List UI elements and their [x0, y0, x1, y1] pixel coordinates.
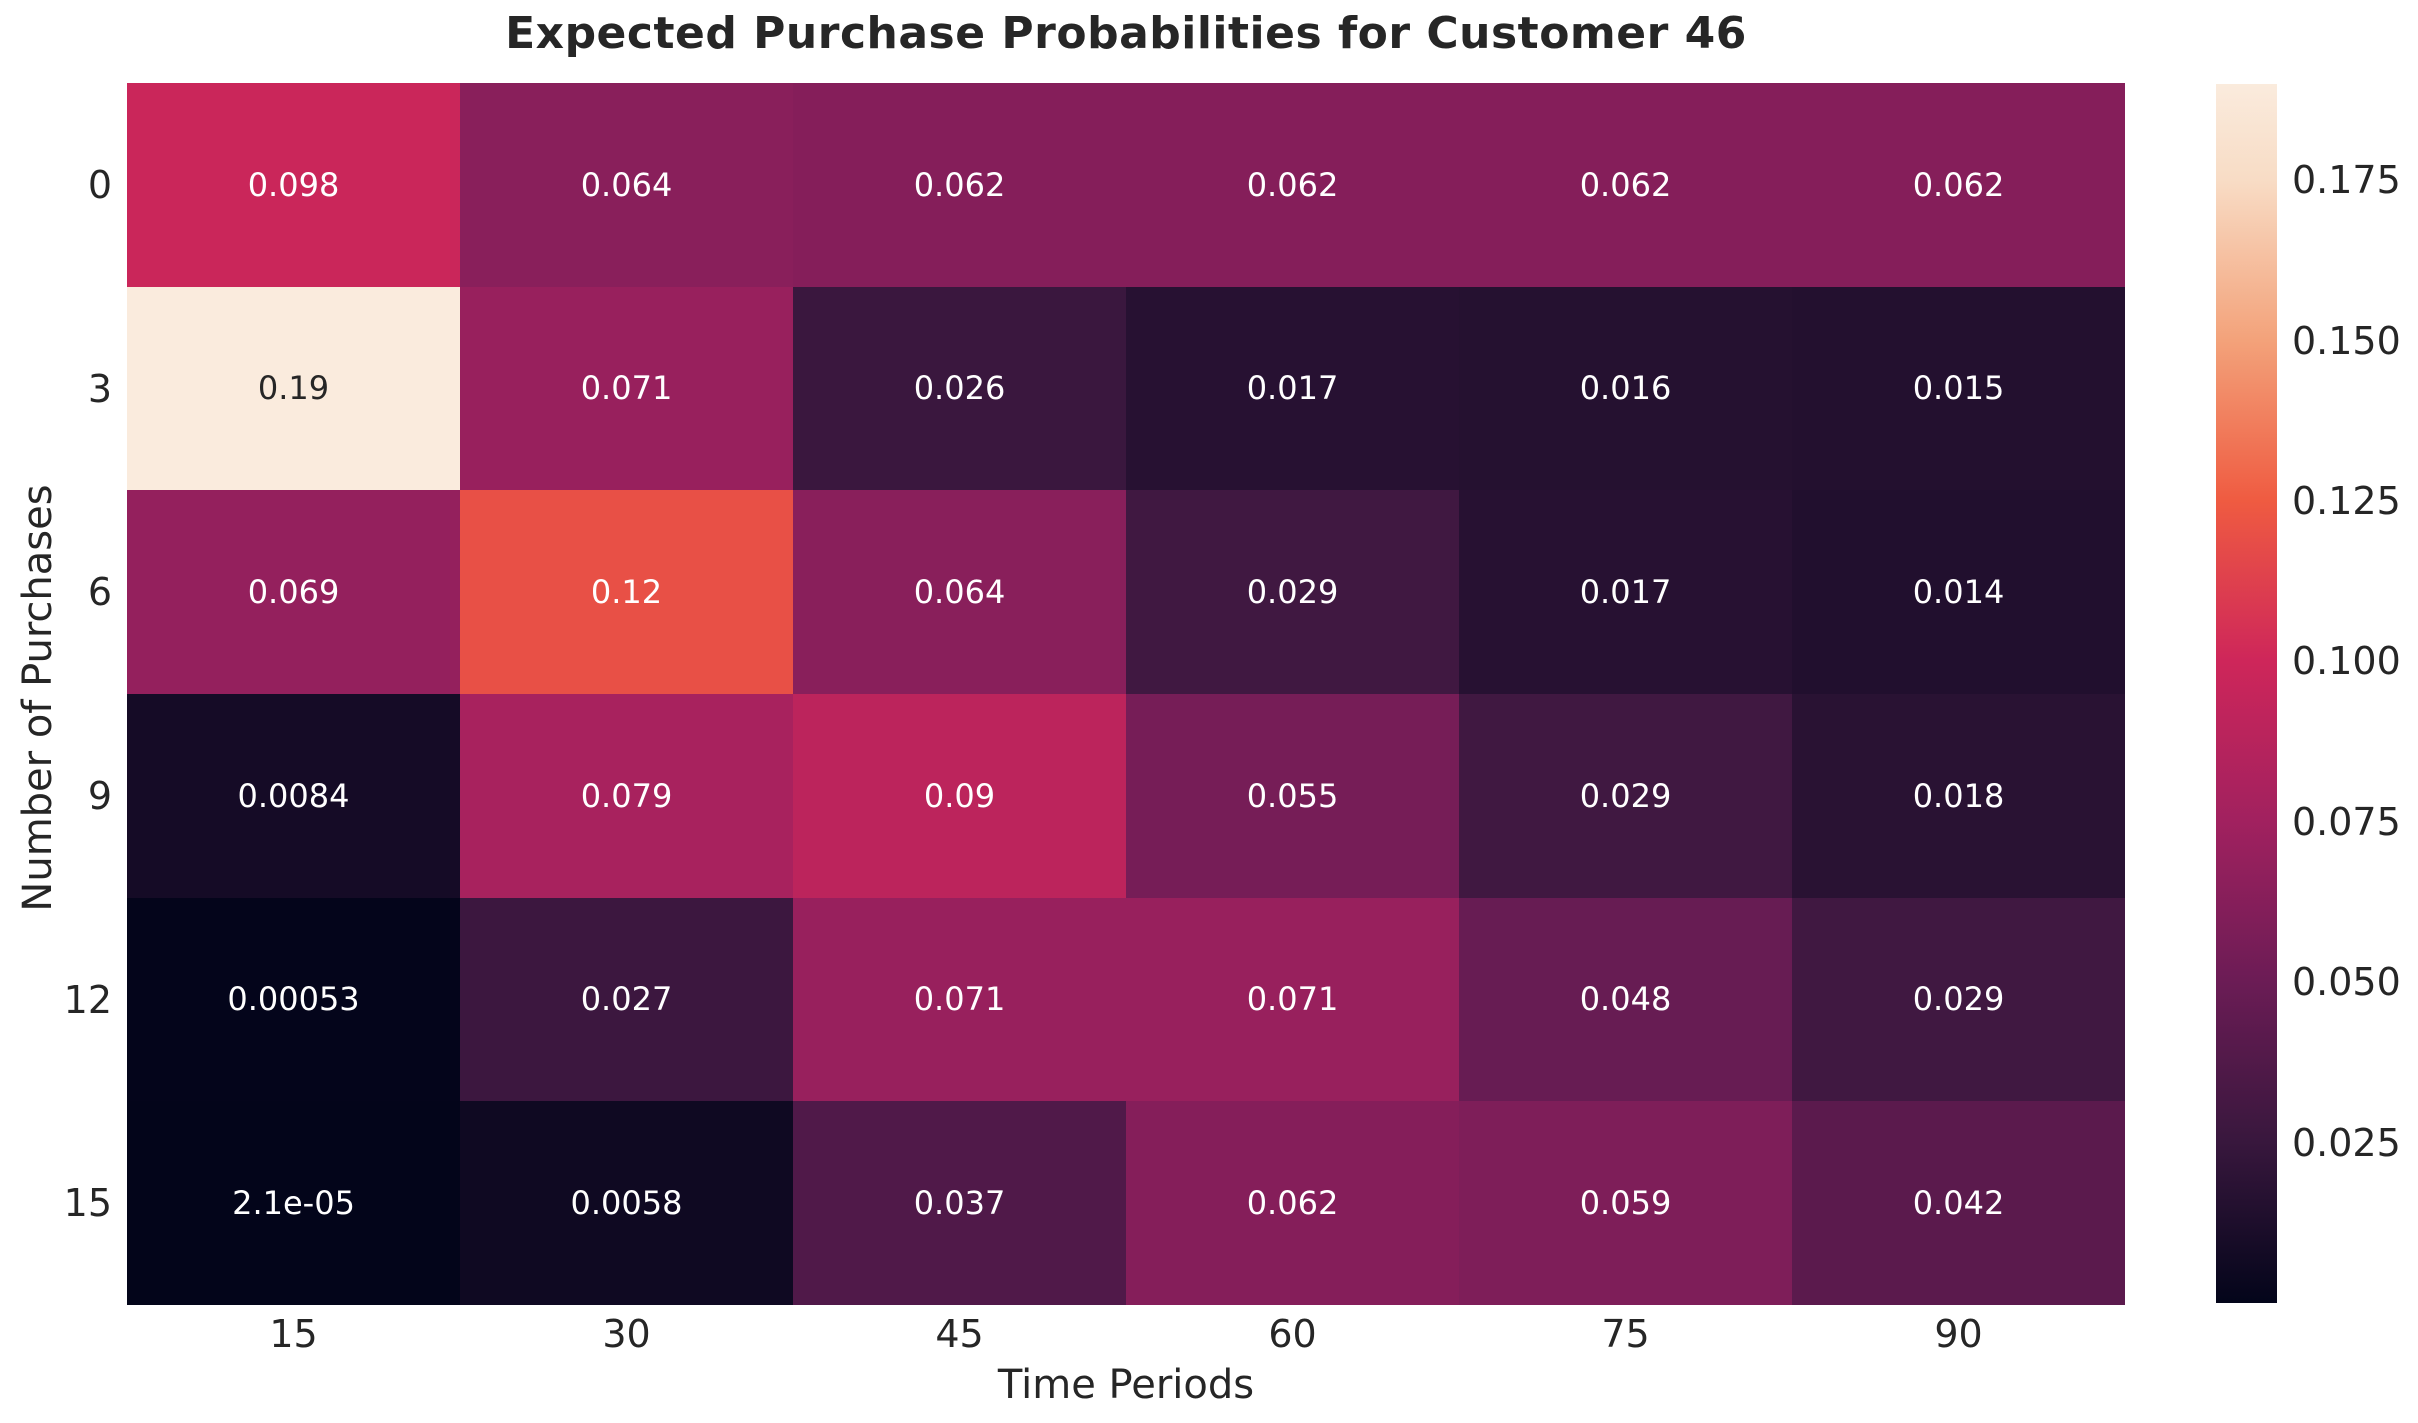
heatmap-grid: 0.098 0.064 0.062 0.062 0.062 0.062 0.19 0.071 0…: [127, 83, 2125, 1305]
heatmap-cell: 0.00053: [127, 897, 460, 1102]
y-tick-label: 15: [63, 1181, 112, 1226]
cell-value-label: 0.048: [1579, 980, 1672, 1019]
colorbar-tick-label: 0.175: [2292, 158, 2401, 203]
cell-value-label: 0.042: [1912, 1184, 2005, 1223]
colorbar-tick-label: 0.050: [2292, 960, 2401, 1005]
heatmap-cell: 0.064: [460, 83, 793, 287]
y-tick-label: 9: [87, 773, 112, 818]
x-axis-ticks: 15 30 45 60 75 90: [127, 1312, 2125, 1356]
heatmap-cell: 0.079: [460, 694, 793, 898]
heatmap-cell: 0.017: [1459, 490, 1792, 694]
cell-value-label: 0.09: [923, 776, 996, 815]
cell-value-label: 0.026: [913, 369, 1006, 408]
cell-value-label: 0.062: [1579, 165, 1672, 204]
heatmap-cell: 0.029: [1459, 694, 1792, 898]
colorbar-tick-label: 0.150: [2292, 318, 2401, 363]
heatmap-cell: 0.037: [793, 1101, 1126, 1305]
y-tick-label: 12: [63, 977, 112, 1022]
heatmap-cell: 0.026: [793, 286, 1126, 491]
cell-value-label: 0.071: [1246, 980, 1339, 1019]
cell-value-label: 0.098: [247, 165, 340, 204]
x-tick-label: 30: [602, 1312, 651, 1356]
cell-value-label: 0.055: [1246, 776, 1339, 815]
x-tick-label: 60: [1268, 1312, 1317, 1356]
x-tick-label: 15: [269, 1312, 318, 1356]
heatmap-cell: 0.015: [1792, 286, 2125, 491]
cell-value-label: 0.069: [247, 573, 340, 612]
cell-value-label: 0.015: [1912, 369, 2005, 408]
cell-value-label: 0.062: [1246, 1184, 1339, 1223]
heatmap-cell: 0.071: [460, 286, 793, 491]
cell-value-label: 0.12: [590, 573, 663, 612]
y-tick-label: 3: [87, 366, 112, 411]
cell-value-label: 0.017: [1246, 369, 1339, 408]
x-axis-label: Time Periods: [997, 1362, 1255, 1408]
cell-value-label: 0.062: [1246, 165, 1339, 204]
heatmap-cell: 0.0084: [127, 694, 460, 898]
chart-title: Expected Purchase Probabilities for Cust…: [505, 8, 1747, 59]
cell-value-label: 0.029: [1246, 573, 1339, 612]
heatmap-cell: 0.062: [793, 83, 1126, 287]
cell-value-label: 0.079: [580, 776, 673, 815]
cell-value-label: 2.1e-05: [232, 1184, 355, 1223]
cell-value-label: 0.018: [1912, 776, 2005, 815]
cell-value-label: 0.059: [1579, 1184, 1672, 1223]
cell-value-label: 0.062: [1912, 165, 2005, 204]
heatmap-cell: 0.042: [1792, 1101, 2125, 1305]
cell-value-label: 0.0084: [237, 776, 350, 815]
cell-value-label: 0.19: [257, 369, 330, 408]
y-tick-label: 0: [87, 162, 112, 207]
cell-value-label: 0.064: [913, 573, 1006, 612]
cell-value-label: 0.017: [1579, 573, 1672, 612]
heatmap-cell: 0.018: [1792, 694, 2125, 898]
heatmap-cell: 0.0058: [460, 1101, 793, 1305]
heatmap-cell: 0.071: [793, 897, 1126, 1102]
heatmap-cell: 0.016: [1459, 286, 1792, 491]
colorbar-tick-label: 0.100: [2292, 639, 2401, 684]
cell-value-label: 0.00053: [227, 980, 360, 1019]
colorbar: [2216, 84, 2277, 1303]
heatmap-cell: 0.12: [460, 490, 793, 694]
heatmap-cell: 0.069: [127, 490, 460, 694]
cell-value-label: 0.027: [580, 980, 673, 1019]
colorbar-tick-label: 0.125: [2292, 479, 2401, 524]
colorbar-tick-label: 0.075: [2292, 799, 2401, 844]
cell-value-label: 0.014: [1912, 573, 2005, 612]
heatmap-cell: 0.062: [1459, 83, 1792, 287]
x-tick-label: 75: [1601, 1312, 1650, 1356]
cell-value-label: 0.071: [913, 980, 1006, 1019]
cell-value-label: 0.064: [580, 165, 673, 204]
x-tick-label: 90: [1934, 1312, 1983, 1356]
heatmap-cell: 0.048: [1459, 897, 1792, 1102]
heatmap-cell: 0.09: [793, 694, 1126, 898]
cell-value-label: 0.062: [913, 165, 1006, 204]
heatmap-cell: 0.029: [1126, 490, 1459, 694]
heatmap-cell: 0.064: [793, 490, 1126, 694]
heatmap-cell: 0.014: [1792, 490, 2125, 694]
heatmap-cell: 0.017: [1126, 286, 1459, 491]
heatmap-cell: 0.027: [460, 897, 793, 1102]
heatmap-cell: 0.071: [1126, 897, 1459, 1102]
cell-value-label: 0.029: [1579, 776, 1672, 815]
cell-value-label: 0.029: [1912, 980, 2005, 1019]
cell-value-label: 0.037: [913, 1184, 1006, 1223]
y-tick-label: 6: [87, 570, 112, 615]
heatmap-cell: 0.029: [1792, 897, 2125, 1102]
x-tick-label: 45: [935, 1312, 984, 1356]
heatmap-cell: 0.055: [1126, 694, 1459, 898]
cell-value-label: 0.071: [580, 369, 673, 408]
y-axis-ticks: 0 3 6 9 12 15: [0, 83, 112, 1305]
heatmap-cell: 0.062: [1792, 83, 2125, 287]
colorbar-tick-label: 0.025: [2292, 1120, 2401, 1165]
cell-value-label: 0.0058: [570, 1184, 683, 1223]
heatmap-cell: 0.059: [1459, 1101, 1792, 1305]
cell-value-label: 0.016: [1579, 369, 1672, 408]
heatmap-cell: 0.19: [127, 286, 460, 491]
heatmap-cell: 0.062: [1126, 1101, 1459, 1305]
heatmap-cell: 2.1e-05: [127, 1101, 460, 1305]
heatmap-cell: 0.098: [127, 83, 460, 287]
heatmap-cell: 0.062: [1126, 83, 1459, 287]
